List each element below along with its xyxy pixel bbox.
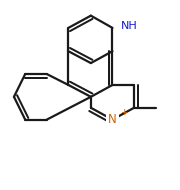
Text: +: +: [120, 108, 127, 117]
Text: NH: NH: [121, 21, 138, 31]
Text: N: N: [108, 113, 117, 126]
